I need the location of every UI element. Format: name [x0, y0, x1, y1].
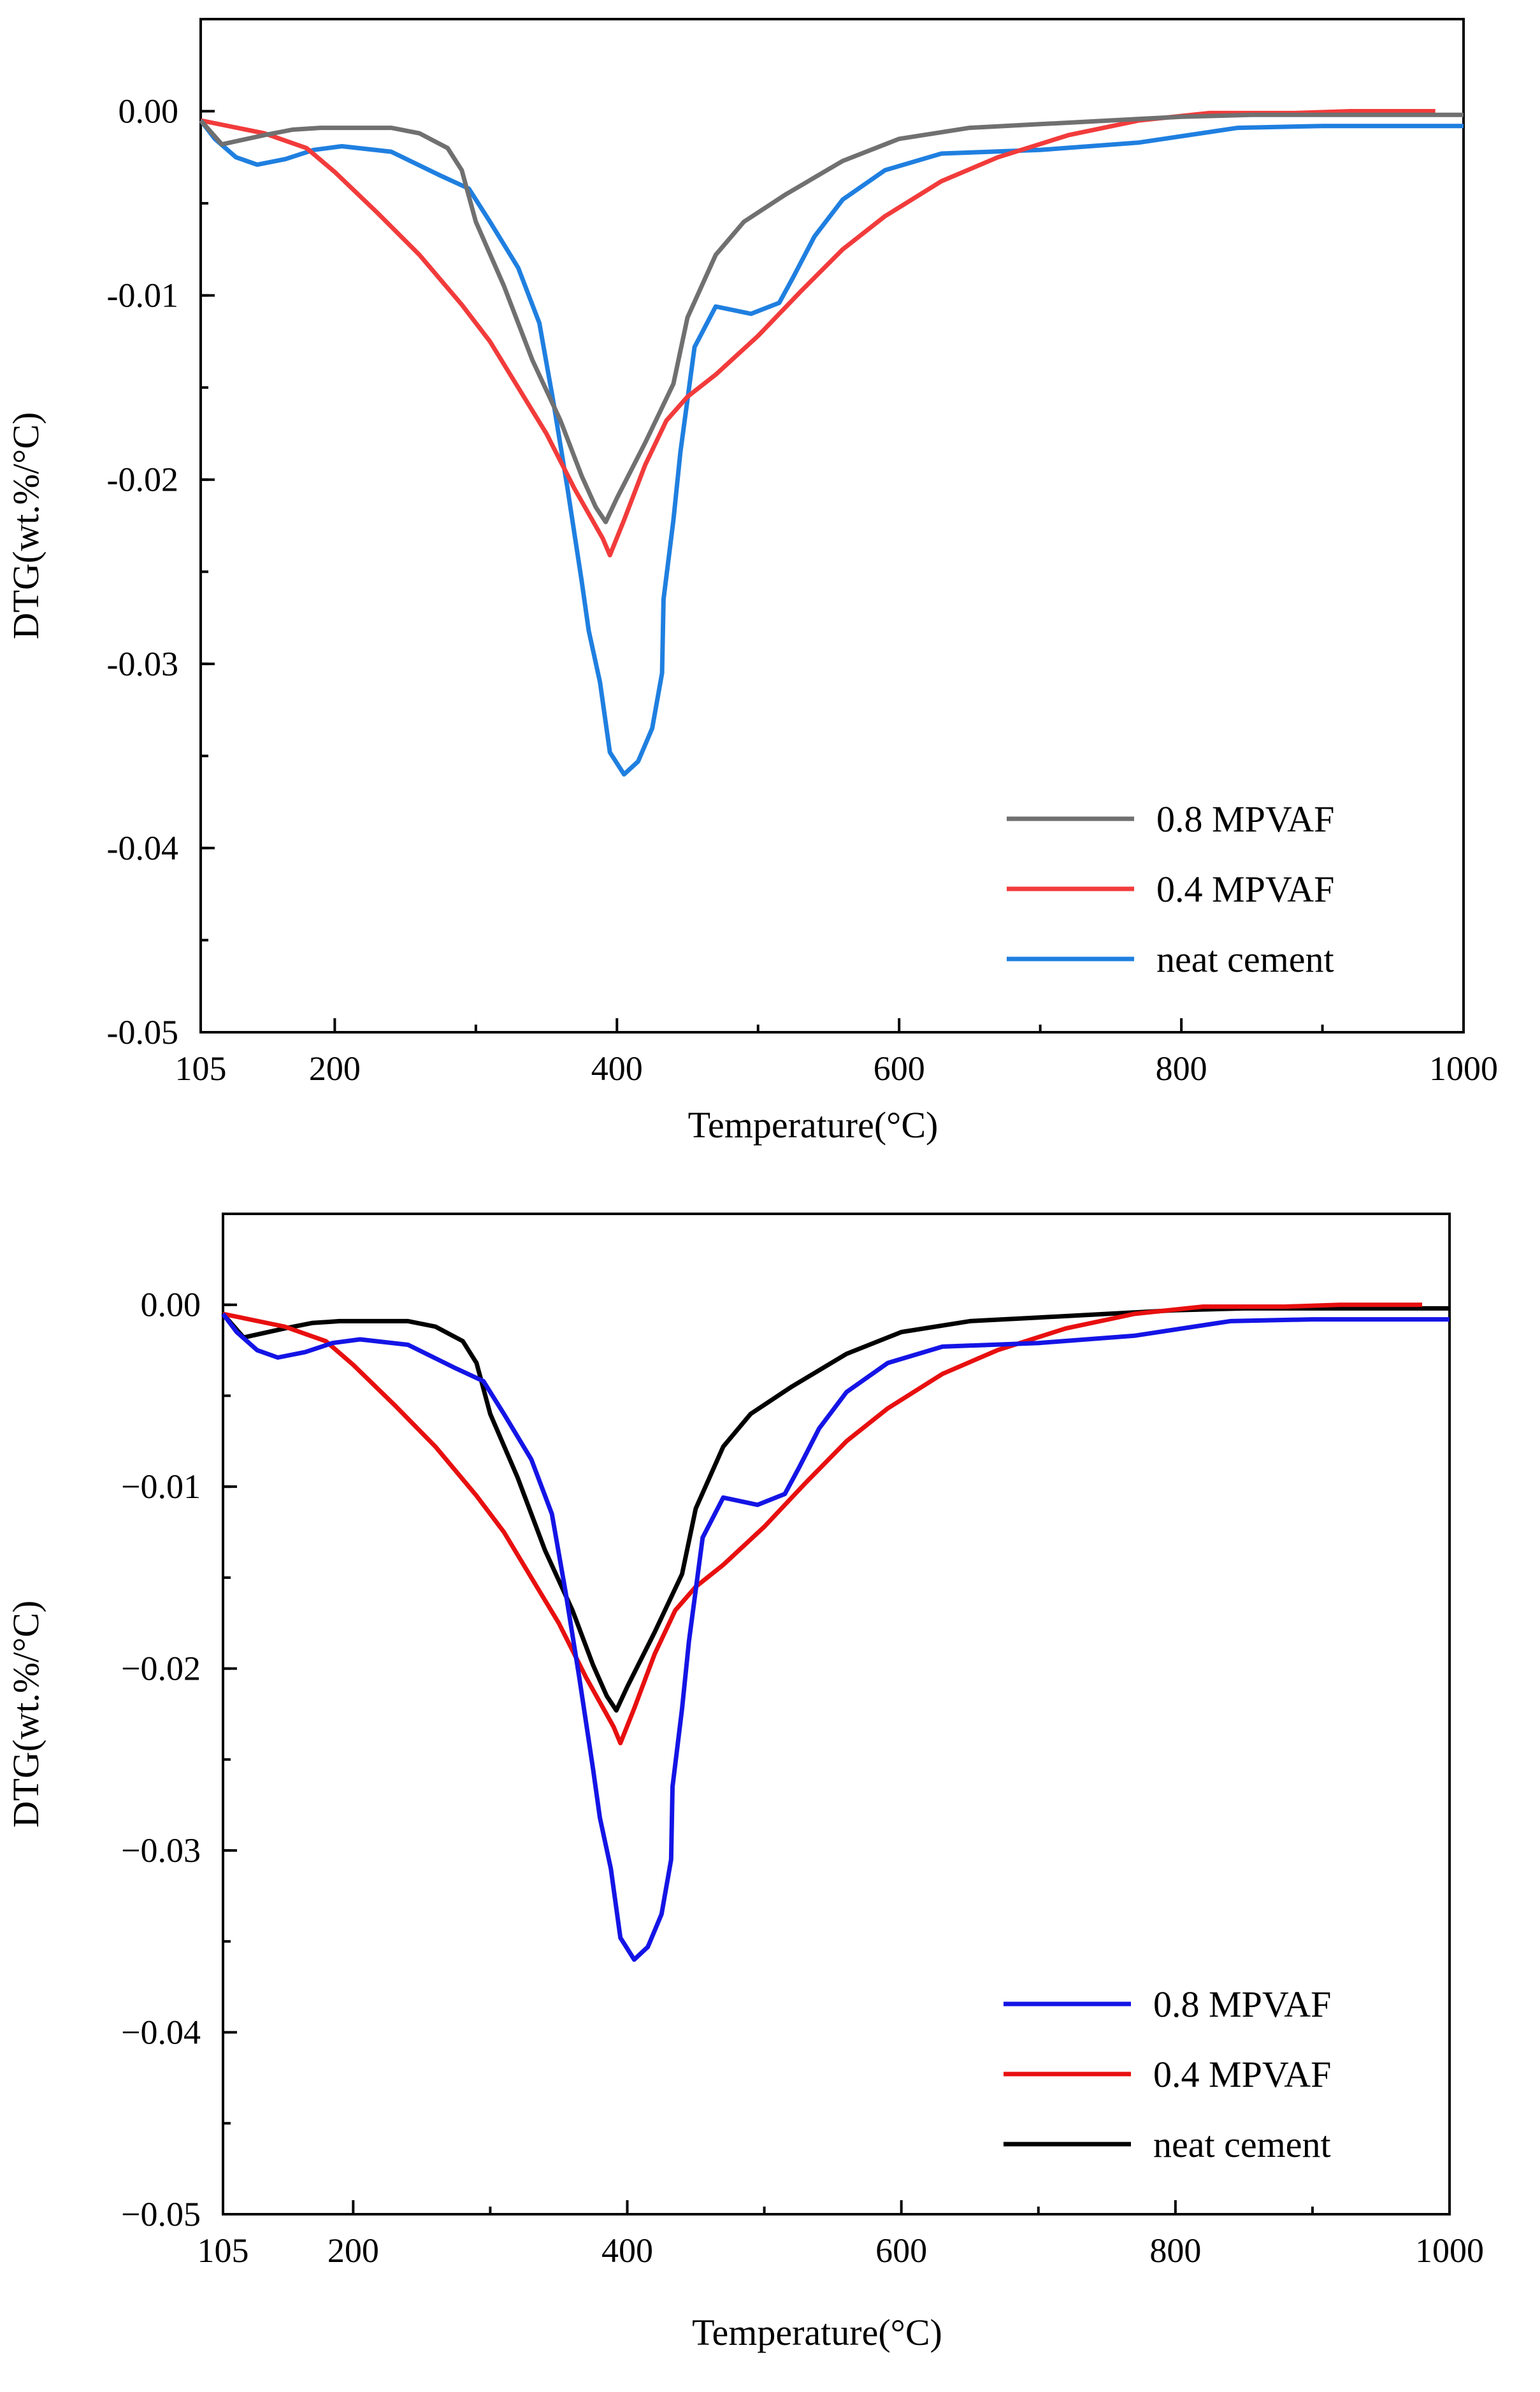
series-line-0-8-mpvaf: [199, 112, 1464, 524]
x-tick-label: 200: [327, 2231, 379, 2270]
series-line-0-4-mpvaf: [222, 1302, 1422, 1746]
x-tick-label: 1000: [1415, 2231, 1484, 2270]
y-tick-label: -0.05: [107, 1013, 178, 1051]
legend-label: 0.8 MPVAF: [1153, 1984, 1331, 2025]
x-axis-title: Temperature(°C): [692, 2312, 942, 2353]
x-tick-label: 600: [875, 2231, 927, 2270]
x-tick-label: 600: [874, 1049, 925, 1088]
legend-label: 0.4 MPVAF: [1153, 2054, 1331, 2095]
plot-frame: [222, 1213, 1451, 2215]
x-tick-label: 400: [591, 1049, 643, 1088]
y-tick-label: -0.04: [107, 829, 178, 867]
series-line-neat-cement: [221, 1306, 1450, 1713]
x-tick-label: 1000: [1429, 1049, 1498, 1088]
legend-label: 0.4 MPVAF: [1156, 868, 1334, 910]
x-tick-label: 800: [1156, 1049, 1207, 1088]
y-tick-label: −0.05: [121, 2195, 201, 2233]
series-line-neat-cement: [199, 119, 1464, 777]
y-tick-label: −0.02: [121, 1650, 201, 1688]
y-tick-label: −0.03: [121, 1831, 201, 1870]
legend-label: neat cement: [1153, 2124, 1331, 2165]
y-tick-label: 0.00: [141, 1286, 201, 1324]
series-line-0-4-mpvaf: [200, 109, 1436, 558]
y-tick-label: −0.01: [121, 1467, 201, 1506]
x-tick-label: 200: [309, 1049, 361, 1088]
x-tick-label: 800: [1149, 2231, 1201, 2270]
series-line-0-8-mpvaf: [221, 1312, 1450, 1962]
y-tick-label: -0.03: [107, 645, 178, 683]
legend-label: neat cement: [1156, 939, 1334, 980]
y-tick-label: -0.02: [107, 461, 178, 499]
chart-bottom: 105 200 400 600 800 1000 0.00 −0.01 −0.02 −0.03 −0…: [5, 1213, 1484, 2353]
chart-top: 105 200 400 600 800 1000 0.00 -0.01 -0.02 -0.03 -0…: [5, 18, 1498, 1146]
x-tick-label: 400: [601, 2231, 653, 2270]
legend-label: 0.8 MPVAF: [1156, 798, 1334, 840]
y-tick-label: −0.04: [121, 2014, 201, 2052]
y-tick-label: -0.01: [107, 277, 178, 315]
y-axis-title: DTG(wt.%/°C): [5, 412, 47, 640]
x-axis-title: Temperature(°C): [688, 1104, 939, 1146]
x-tick-label: 105: [175, 1049, 227, 1088]
y-axis-title: DTG(wt.%/°C): [5, 1601, 47, 1828]
y-tick-label: 0.00: [119, 92, 179, 131]
plot-frame: [199, 18, 1465, 1034]
x-tick-label: 105: [198, 2231, 249, 2270]
